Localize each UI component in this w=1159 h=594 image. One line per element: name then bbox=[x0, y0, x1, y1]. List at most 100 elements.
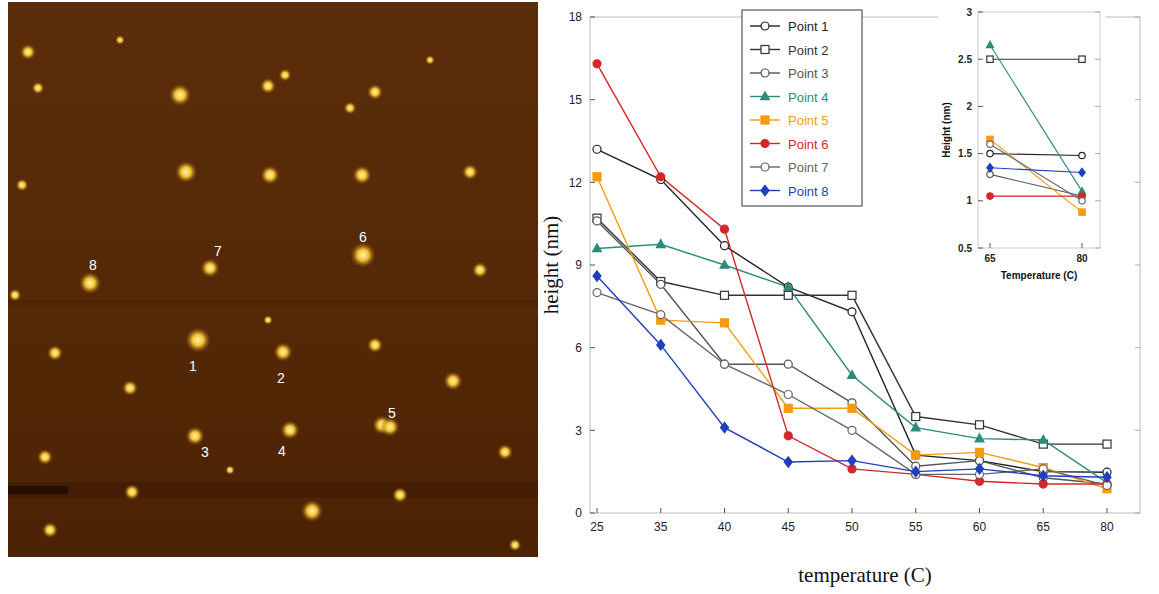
afm-streak bbox=[8, 300, 538, 306]
afm-streak bbox=[8, 482, 538, 498]
point-label: 5 bbox=[388, 405, 396, 421]
marker bbox=[761, 116, 769, 124]
y-tick-label: 3 bbox=[966, 7, 972, 18]
point-label: 6 bbox=[359, 229, 367, 245]
x-tick-label: 25 bbox=[590, 520, 604, 534]
point-label: 3 bbox=[201, 444, 209, 460]
x-tick bbox=[597, 508, 598, 513]
x-tick bbox=[660, 508, 661, 513]
marker bbox=[987, 56, 993, 62]
marker bbox=[912, 466, 920, 476]
marker bbox=[987, 150, 993, 156]
y-tick bbox=[590, 265, 595, 266]
marker bbox=[976, 421, 984, 429]
afm-particle bbox=[344, 102, 357, 115]
y-tick bbox=[978, 106, 983, 107]
x-tick bbox=[852, 508, 853, 513]
y-tick bbox=[978, 200, 983, 201]
afm-streak bbox=[8, 486, 68, 494]
legend-label: Point 4 bbox=[788, 90, 828, 105]
y-tick-label: 18 bbox=[569, 10, 583, 24]
afm-particle bbox=[279, 69, 292, 82]
legend-label: Point 7 bbox=[788, 160, 828, 175]
series-line bbox=[990, 144, 1082, 201]
y-tick bbox=[590, 99, 595, 100]
afm-particle bbox=[273, 342, 292, 361]
series-line bbox=[990, 139, 1082, 212]
series-line bbox=[990, 196, 1082, 197]
y-tick bbox=[978, 12, 983, 13]
legend-label: Point 3 bbox=[788, 66, 828, 81]
marker bbox=[784, 391, 792, 399]
afm-particle bbox=[185, 327, 211, 353]
marker bbox=[987, 141, 993, 147]
point-label: 1 bbox=[189, 358, 197, 374]
y-tick bbox=[1095, 200, 1100, 201]
marker bbox=[912, 413, 920, 421]
marker bbox=[1079, 209, 1085, 215]
marker bbox=[721, 422, 729, 432]
x-tick-label: 50 bbox=[845, 520, 859, 534]
y-tick bbox=[1095, 248, 1100, 249]
inset-background bbox=[938, 3, 1106, 286]
marker bbox=[987, 164, 993, 172]
point-label: 7 bbox=[214, 243, 222, 259]
afm-particle bbox=[367, 84, 383, 100]
marker bbox=[1079, 56, 1085, 62]
y-tick bbox=[1135, 182, 1140, 183]
y-tick bbox=[1135, 430, 1140, 431]
marker bbox=[761, 185, 769, 195]
marker bbox=[761, 92, 770, 100]
legend: Point 1Point 2Point 3Point 4Point 5Point… bbox=[742, 10, 862, 206]
marker bbox=[1079, 152, 1085, 158]
series-line bbox=[990, 154, 1082, 156]
x-tick-label: 55 bbox=[909, 520, 923, 534]
marker bbox=[593, 244, 602, 252]
y-tick bbox=[1135, 265, 1140, 266]
y-tick-label: 3 bbox=[575, 424, 582, 438]
legend-label: Point 5 bbox=[788, 113, 828, 128]
marker bbox=[784, 282, 793, 290]
marker bbox=[848, 455, 856, 465]
y-tick-label: 0 bbox=[575, 506, 582, 520]
afm-particle bbox=[462, 164, 478, 180]
marker bbox=[1079, 198, 1085, 204]
x-axis-title: Temperature (C) bbox=[1001, 270, 1078, 281]
x-tick bbox=[915, 508, 916, 513]
afm-particle bbox=[185, 426, 204, 445]
marker bbox=[975, 434, 984, 442]
y-tick bbox=[1135, 347, 1140, 348]
afm-particle bbox=[115, 35, 125, 45]
legend-box bbox=[742, 10, 862, 206]
afm-particle bbox=[37, 449, 53, 465]
y-axis-title: Height (nm) bbox=[941, 102, 952, 158]
y-tick bbox=[590, 430, 595, 431]
plot-frame bbox=[978, 12, 1100, 248]
marker bbox=[721, 242, 729, 250]
series-line bbox=[990, 59, 1082, 60]
afm-particle bbox=[260, 78, 276, 94]
y-axis-title: height (nm) bbox=[539, 216, 563, 315]
y-tick-label: 1.5 bbox=[958, 148, 972, 159]
y-tick bbox=[1095, 59, 1100, 60]
marker bbox=[721, 360, 729, 368]
marker bbox=[593, 217, 601, 225]
afm-particle bbox=[225, 465, 235, 475]
afm-particle bbox=[9, 289, 22, 302]
point-label: 8 bbox=[89, 257, 97, 273]
afm-particle bbox=[472, 262, 488, 278]
marker bbox=[721, 319, 729, 327]
marker bbox=[593, 289, 601, 297]
marker bbox=[1039, 435, 1048, 443]
afm-particle bbox=[280, 420, 299, 439]
marker bbox=[593, 173, 601, 181]
marker bbox=[721, 291, 729, 299]
x-tick-label: 60 bbox=[973, 520, 987, 534]
y-tick bbox=[590, 17, 595, 18]
marker bbox=[848, 308, 856, 316]
marker bbox=[912, 451, 920, 459]
legend-label: Point 6 bbox=[788, 137, 828, 152]
y-tick bbox=[590, 182, 595, 183]
x-tick-label: 65 bbox=[984, 253, 996, 264]
marker bbox=[784, 283, 792, 291]
